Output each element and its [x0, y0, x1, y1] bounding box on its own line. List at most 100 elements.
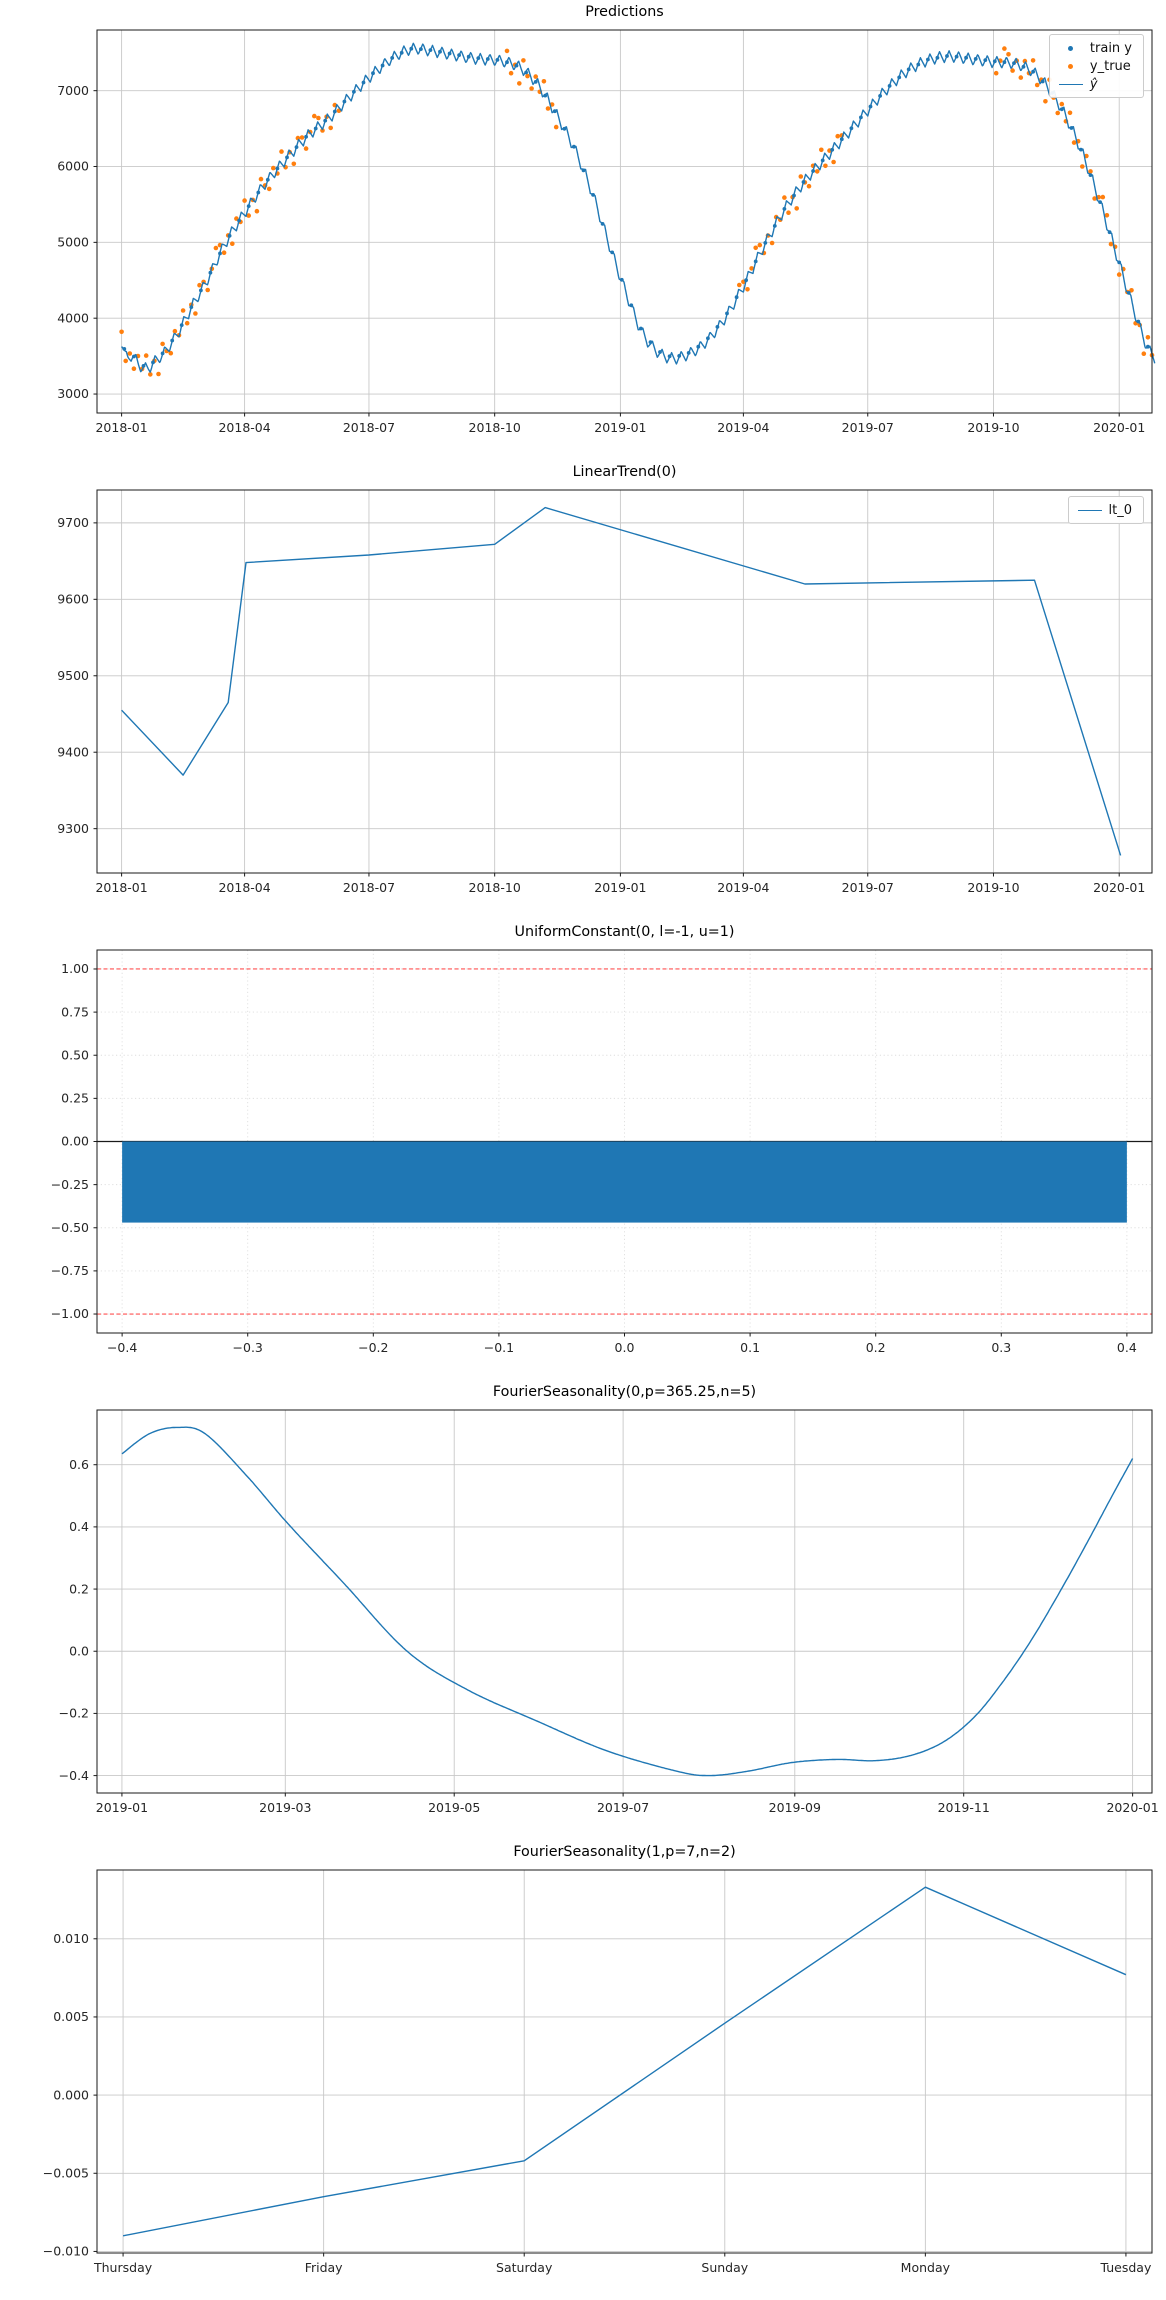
svg-text:Monday: Monday — [901, 2260, 951, 2275]
svg-text:0.4: 0.4 — [1117, 1340, 1137, 1355]
lt-0-line-swatch — [1077, 509, 1102, 511]
svg-text:2019-09: 2019-09 — [769, 1800, 821, 1815]
y-true-dot-swatch — [1059, 63, 1083, 69]
legend-item-y-true: y_true — [1057, 57, 1134, 75]
svg-text:−1.00: −1.00 — [51, 1306, 89, 1321]
svg-text:2019-07: 2019-07 — [842, 880, 894, 895]
svg-text:−0.4: −0.4 — [107, 1340, 137, 1355]
svg-text:2019-05: 2019-05 — [428, 1800, 480, 1815]
legend-item-yhat: ŷ — [1057, 75, 1134, 93]
uniform-constant-chart: UniformConstant(0, l=-1, u=1) −0.4 −0.3 −0… — [0, 920, 1166, 1380]
svg-text:2019-03: 2019-03 — [259, 1800, 311, 1815]
fourier-weekly-title: FourierSeasonality(1,p=7,n=2) — [513, 1844, 736, 1860]
svg-text:9600: 9600 — [57, 592, 89, 607]
uniform-constant-plot-svg: −0.4 −0.3 −0.2 −0.1 0.0 0.1 0.2 0.3 0.4 1.00 0.75 0… — [51, 949, 1153, 1355]
svg-text:2018-07: 2018-07 — [343, 420, 395, 435]
svg-text:2019-01: 2019-01 — [96, 1800, 148, 1815]
svg-text:Sunday: Sunday — [701, 2260, 748, 2275]
svg-text:0.75: 0.75 — [61, 1004, 89, 1019]
svg-text:2018-01: 2018-01 — [95, 880, 147, 895]
fourier-yearly-chart: FourierSeasonality(0,p=365.25,n=5) 2019-… — [0, 1380, 1166, 1840]
svg-text:0.1: 0.1 — [740, 1340, 760, 1355]
svg-text:2018-10: 2018-10 — [469, 420, 521, 435]
svg-text:6000: 6000 — [57, 159, 89, 174]
svg-text:2019-04: 2019-04 — [717, 880, 769, 895]
svg-text:−0.010: −0.010 — [43, 2244, 89, 2259]
legend-item-lt-0: lt_0 — [1076, 501, 1134, 519]
predictions-title: Predictions — [585, 4, 664, 20]
svg-text:2020-01: 2020-01 — [1106, 1800, 1158, 1815]
svg-text:0.2: 0.2 — [69, 1581, 89, 1596]
linear-trend-plot-svg: 2018-01 2018-04 2018-07 2018-10 2019-01 2019-… — [57, 489, 1153, 895]
predictions-chart: Predictions 2018-01 2018-04 2018-07 2018-10… — [0, 0, 1166, 460]
svg-text:−0.2: −0.2 — [59, 1706, 89, 1721]
linear-trend-title: LinearTrend(0) — [572, 464, 677, 480]
svg-text:2019-01: 2019-01 — [594, 420, 646, 435]
svg-text:0.010: 0.010 — [53, 1931, 89, 1946]
svg-text:−0.3: −0.3 — [233, 1340, 263, 1355]
svg-text:2019-10: 2019-10 — [967, 420, 1019, 435]
svg-text:9500: 9500 — [57, 668, 89, 683]
svg-text:−0.75: −0.75 — [51, 1263, 89, 1278]
fourier-yearly-plot-svg: 2019-01 2019-03 2019-05 2019-07 2019-09 2019-… — [59, 1409, 1159, 1815]
svg-text:0.25: 0.25 — [61, 1091, 89, 1106]
legend-item-train-y: train y — [1057, 39, 1134, 57]
svg-text:2018-04: 2018-04 — [218, 880, 270, 895]
svg-text:5000: 5000 — [57, 235, 89, 250]
predictions-legend: train y y_true ŷ — [1048, 34, 1144, 98]
svg-text:2019-01: 2019-01 — [594, 880, 646, 895]
svg-text:Saturday: Saturday — [496, 2260, 553, 2275]
fourier-yearly-title: FourierSeasonality(0,p=365.25,n=5) — [492, 1384, 757, 1400]
svg-text:2018-01: 2018-01 — [95, 420, 147, 435]
svg-text:0.6: 0.6 — [69, 1457, 89, 1472]
svg-text:Tuesday: Tuesday — [1099, 2260, 1151, 2275]
svg-text:−0.4: −0.4 — [59, 1768, 89, 1783]
svg-text:0.3: 0.3 — [991, 1340, 1011, 1355]
train-y-dot-swatch — [1059, 45, 1083, 51]
uniform-constant-title: UniformConstant(0, l=-1, u=1) — [514, 924, 735, 940]
svg-text:−0.005: −0.005 — [43, 2165, 89, 2180]
fourier-weekly-plot-svg: Thursday Friday Saturday Sunday Monday Tuesda… — [43, 1869, 1153, 2275]
svg-text:2019-04: 2019-04 — [717, 420, 769, 435]
svg-text:7000: 7000 — [57, 83, 89, 98]
legend-label: y_true — [1089, 58, 1131, 74]
yhat-line-swatch — [1058, 83, 1083, 85]
svg-text:2019-10: 2019-10 — [967, 880, 1019, 895]
svg-text:0.50: 0.50 — [61, 1047, 89, 1062]
fourier-weekly-chart: FourierSeasonality(1,p=7,n=2) Thursday Fr… — [0, 1840, 1166, 2300]
svg-text:0.0: 0.0 — [615, 1340, 635, 1355]
svg-text:Thursday: Thursday — [93, 2260, 153, 2275]
linear-trend-chart: LinearTrend(0) 2018-01 2018-04 2018-07 2018… — [0, 460, 1166, 920]
svg-text:−0.50: −0.50 — [51, 1220, 89, 1235]
svg-text:0.0: 0.0 — [69, 1643, 89, 1658]
svg-text:2020-01: 2020-01 — [1093, 420, 1145, 435]
svg-text:2018-04: 2018-04 — [218, 420, 270, 435]
svg-text:4000: 4000 — [57, 310, 89, 325]
svg-text:−0.2: −0.2 — [358, 1340, 388, 1355]
svg-text:−0.1: −0.1 — [484, 1340, 514, 1355]
svg-text:0.000: 0.000 — [53, 2087, 89, 2102]
svg-text:−0.25: −0.25 — [51, 1177, 89, 1192]
legend-label: ŷ — [1089, 76, 1098, 92]
svg-text:1.00: 1.00 — [61, 961, 89, 976]
svg-text:9400: 9400 — [57, 744, 89, 759]
svg-text:0.4: 0.4 — [69, 1519, 89, 1534]
svg-text:2018-10: 2018-10 — [469, 880, 521, 895]
legend-label: lt_0 — [1108, 502, 1132, 518]
svg-text:2019-11: 2019-11 — [938, 1800, 990, 1815]
svg-text:0.2: 0.2 — [866, 1340, 886, 1355]
svg-text:9700: 9700 — [57, 515, 89, 530]
svg-text:2018-07: 2018-07 — [343, 880, 395, 895]
svg-text:0.00: 0.00 — [61, 1134, 89, 1149]
svg-text:2020-01: 2020-01 — [1093, 880, 1145, 895]
legend-label: train y — [1089, 40, 1132, 56]
svg-text:9300: 9300 — [57, 821, 89, 836]
svg-text:Friday: Friday — [305, 2260, 343, 2275]
svg-text:2019-07: 2019-07 — [842, 420, 894, 435]
predictions-plot-svg: 2018-01 2018-04 2018-07 2018-10 2019-01 2019-… — [57, 29, 1156, 435]
linear-trend-legend: lt_0 — [1067, 496, 1144, 524]
svg-text:3000: 3000 — [57, 386, 89, 401]
svg-text:0.005: 0.005 — [53, 2009, 89, 2024]
svg-text:2019-07: 2019-07 — [597, 1800, 649, 1815]
